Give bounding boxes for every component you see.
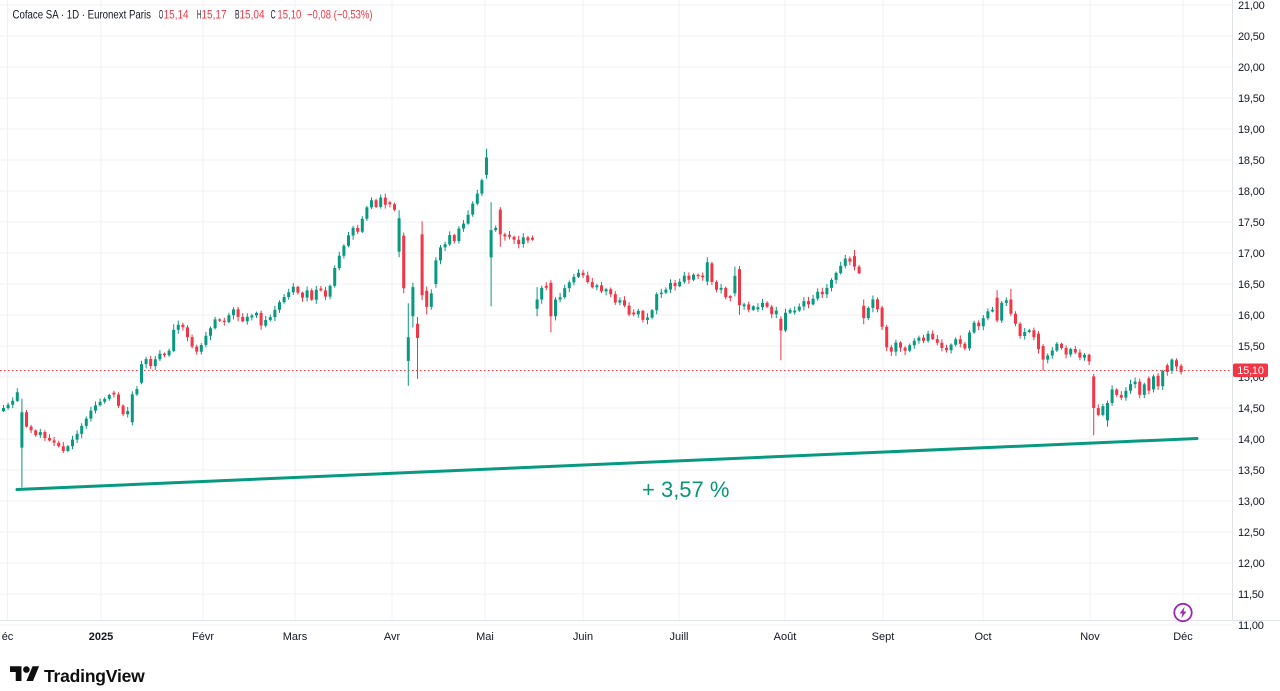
svg-text:19,00: 19,00 <box>1238 124 1265 136</box>
svg-text:15,04: 15,04 <box>240 8 265 22</box>
svg-text:19,50: 19,50 <box>1238 93 1265 105</box>
svg-text:21,00: 21,00 <box>1238 0 1265 12</box>
svg-text:2025: 2025 <box>89 631 113 643</box>
svg-text:Avr: Avr <box>384 631 401 643</box>
svg-text:12,50: 12,50 <box>1238 527 1265 539</box>
svg-text:14,50: 14,50 <box>1238 403 1265 415</box>
svg-text:11,50: 11,50 <box>1238 589 1264 601</box>
svg-text:17,00: 17,00 <box>1238 248 1265 260</box>
svg-text:TradingView: TradingView <box>44 666 145 686</box>
svg-text:Juill: Juill <box>670 631 689 643</box>
svg-text:12,00: 12,00 <box>1238 558 1265 570</box>
svg-text:H: H <box>197 8 202 22</box>
svg-text:C: C <box>271 8 276 22</box>
svg-text:18,00: 18,00 <box>1238 186 1265 198</box>
svg-text:13,50: 13,50 <box>1238 465 1265 477</box>
svg-text:11,00: 11,00 <box>1238 620 1264 632</box>
svg-text:B: B <box>235 8 240 22</box>
svg-text:15,10: 15,10 <box>1237 365 1264 377</box>
svg-text:Déc: Déc <box>1173 631 1193 643</box>
svg-text:Mars: Mars <box>283 631 308 643</box>
svg-text:20,00: 20,00 <box>1238 62 1265 74</box>
svg-text:+ 3,57 %: + 3,57 % <box>642 477 729 502</box>
svg-text:éc: éc <box>2 631 14 643</box>
svg-text:20,50: 20,50 <box>1238 31 1265 43</box>
svg-text:16,00: 16,00 <box>1238 310 1265 322</box>
svg-text:O: O <box>159 8 164 22</box>
svg-text:13,00: 13,00 <box>1238 496 1265 508</box>
svg-text:Juin: Juin <box>573 631 593 643</box>
svg-text:18,50: 18,50 <box>1238 155 1265 167</box>
svg-text:16,50: 16,50 <box>1238 279 1265 291</box>
svg-text:15,50: 15,50 <box>1238 341 1265 353</box>
svg-text:Août: Août <box>774 631 797 643</box>
svg-text:Oct: Oct <box>974 631 991 643</box>
svg-text:15,10: 15,10 <box>277 8 301 22</box>
svg-text:Mai: Mai <box>476 631 494 643</box>
svg-text:Nov: Nov <box>1080 631 1100 643</box>
svg-text:Coface SA · 1D · Euronext Pari: Coface SA · 1D · Euronext Paris <box>13 8 152 22</box>
svg-text:Févr: Févr <box>192 631 214 643</box>
svg-text:14,00: 14,00 <box>1238 434 1265 446</box>
svg-text:Sept: Sept <box>872 631 895 643</box>
svg-text:17,50: 17,50 <box>1238 217 1265 229</box>
svg-text:−0,08 (−0,53%): −0,08 (−0,53%) <box>307 8 373 22</box>
svg-text:15,17: 15,17 <box>202 8 227 22</box>
svg-text:15,14: 15,14 <box>164 8 189 22</box>
